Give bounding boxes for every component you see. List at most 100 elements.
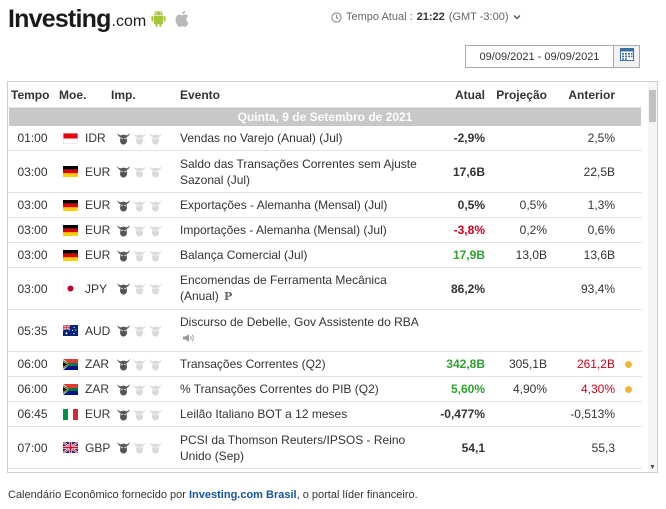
event-time: 03:00 bbox=[17, 198, 48, 212]
event-time: 03:00 bbox=[17, 164, 48, 179]
importance-rating bbox=[111, 383, 176, 396]
bull-icon bbox=[116, 282, 131, 295]
bull-icon bbox=[148, 383, 163, 396]
bull-icon bbox=[148, 441, 163, 454]
australia-flag-icon bbox=[62, 324, 78, 336]
importance-rating bbox=[111, 249, 176, 262]
currency-code: JPY bbox=[85, 281, 108, 296]
alert-dot-icon[interactable] bbox=[624, 385, 632, 393]
previous-value: -0,513% bbox=[570, 407, 615, 421]
alert-dot-icon[interactable] bbox=[624, 360, 632, 368]
footer-link[interactable]: Investing.com Brasil bbox=[189, 489, 297, 501]
col-currency[interactable]: Moe. bbox=[59, 87, 87, 102]
bull-icon bbox=[148, 132, 163, 145]
forecast-value: 13,0B bbox=[515, 248, 547, 262]
currency-code: EUR bbox=[85, 407, 111, 421]
table-row[interactable]: 03:00 EUR Balança Comercial (Jul) 17,9B 13,0… bbox=[8, 243, 642, 268]
event-currency: AUD bbox=[55, 324, 111, 338]
bull-icon bbox=[148, 224, 163, 237]
table-row[interactable]: 03:00 JPY Encomendas de Ferramenta Mecânic… bbox=[8, 268, 642, 310]
event-time: 06:00 bbox=[17, 382, 48, 396]
col-forecast[interactable]: Projeção bbox=[496, 87, 547, 102]
bull-icon bbox=[116, 199, 131, 212]
event-currency: EUR bbox=[55, 165, 111, 179]
bull-icon bbox=[116, 324, 131, 337]
logo-suffix: .com bbox=[111, 13, 147, 30]
table-row[interactable]: 03:00 EUR Saldo das Transações Correntes s… bbox=[8, 151, 642, 193]
event-currency: GBP bbox=[55, 441, 111, 455]
bull-icon bbox=[148, 358, 163, 371]
event-title[interactable]: Encomendas de Ferramenta Mecânica (Anual… bbox=[180, 273, 387, 304]
col-event[interactable]: Evento bbox=[180, 87, 221, 102]
table-header: Tempo Moe. Imp. Evento Atual Projeção An… bbox=[8, 82, 642, 108]
bull-icon bbox=[116, 249, 131, 262]
event-title[interactable]: Importações - Alemanha (Mensal) (Jul) bbox=[180, 223, 387, 237]
currency-code: IDR bbox=[85, 131, 106, 145]
col-importance[interactable]: Imp. bbox=[111, 87, 136, 102]
event-title-cell[interactable]: PCSI da Thomson Reuters/IPSOS - Reino Un… bbox=[176, 432, 424, 464]
event-title[interactable]: % Transações Correntes do PIB (Q2) bbox=[180, 382, 379, 396]
col-previous[interactable]: Anterior bbox=[568, 87, 615, 102]
table-row[interactable]: 06:00 ZAR Transações Correntes (Q2) 342,8B 3… bbox=[8, 352, 642, 377]
event-title[interactable]: Leilão Italiano BOT a 12 meses bbox=[180, 407, 348, 421]
event-currency: JPY bbox=[55, 282, 111, 296]
event-title-cell[interactable]: Saldo das Transações Correntes sem Ajust… bbox=[176, 156, 424, 188]
currency-code: ZAR bbox=[85, 357, 109, 371]
bull-icon bbox=[132, 224, 147, 237]
event-title[interactable]: Exportações - Alemanha (Mensal) (Jul) bbox=[180, 198, 388, 212]
event-title[interactable]: Discurso de Debelle, Gov Assistente do R… bbox=[180, 315, 419, 330]
indonesia-flag-icon bbox=[63, 132, 78, 144]
bull-icon bbox=[116, 358, 131, 371]
col-time[interactable]: Tempo bbox=[11, 87, 50, 102]
event-title[interactable]: PCSI da Thomson Reuters/IPSOS - Reino Un… bbox=[180, 432, 406, 463]
scroll-down-icon[interactable]: ▼ bbox=[649, 464, 656, 471]
chevron-down-icon[interactable] bbox=[513, 14, 521, 20]
col-actual[interactable]: Atual bbox=[455, 87, 485, 102]
table-row[interactable]: 06:00 ZAR % Transações Correntes do PIB (Q… bbox=[8, 377, 642, 402]
event-title-cell[interactable]: Vendas no Varejo (Anual) (Jul) bbox=[176, 130, 424, 146]
bull-icon bbox=[132, 249, 147, 262]
event-time: 03:00 bbox=[17, 248, 48, 262]
event-title-cell[interactable]: Transações Correntes (Q2) bbox=[176, 356, 424, 372]
speaker-icon bbox=[182, 331, 196, 347]
table-row[interactable]: 05:35 AUD Discurso de Debelle, Gov Assiste… bbox=[8, 310, 642, 352]
event-title[interactable]: Balança Comercial (Jul) bbox=[180, 248, 308, 262]
current-time[interactable]: Tempo Atual : 21:22 (GMT -3:00) bbox=[331, 11, 521, 23]
event-title[interactable]: Saldo das Transações Correntes sem Ajust… bbox=[180, 156, 417, 187]
event-title-cell[interactable]: Leilão Italiano BOT a 12 meses bbox=[176, 406, 424, 422]
event-title[interactable]: Transações Correntes (Q2) bbox=[180, 357, 326, 371]
date-range-input[interactable]: 09/09/2021 - 09/09/2021 bbox=[465, 45, 614, 68]
table-row[interactable]: 06:45 EUR Leilão Italiano BOT a 12 meses -0… bbox=[8, 402, 642, 427]
event-time: 07:00 bbox=[17, 440, 48, 455]
android-icon[interactable] bbox=[151, 10, 166, 32]
south-africa-flag-icon bbox=[63, 358, 78, 370]
scroll-thumb[interactable] bbox=[649, 90, 656, 122]
event-title-cell[interactable]: Encomendas de Ferramenta Mecânica (Anual… bbox=[176, 272, 424, 305]
table-row[interactable]: 03:00 EUR Exportações - Alemanha (Mensal) … bbox=[8, 193, 642, 218]
importance-rating bbox=[111, 324, 176, 337]
calendar-button[interactable] bbox=[613, 45, 640, 68]
table-row[interactable]: 07:00 GBP PCSI da Thomson Reuters/IPSOS - … bbox=[8, 427, 642, 469]
bull-icon bbox=[132, 408, 147, 421]
actual-value: 0,5% bbox=[457, 198, 485, 212]
table-row[interactable]: 03:00 EUR Importações - Alemanha (Mensal) … bbox=[8, 218, 642, 243]
event-title-cell[interactable]: % Transações Correntes do PIB (Q2) bbox=[176, 381, 424, 397]
alert-cell bbox=[615, 360, 641, 368]
event-title-cell[interactable]: Importações - Alemanha (Mensal) (Jul) bbox=[176, 222, 424, 238]
time-label: Tempo Atual : bbox=[346, 11, 413, 23]
table-row[interactable]: 01:00 IDR Vendas no Varejo (Anual) (Jul) -2… bbox=[8, 126, 642, 151]
event-time: 01:00 bbox=[17, 131, 48, 145]
apple-icon[interactable] bbox=[175, 10, 189, 32]
bull-icon bbox=[132, 324, 147, 337]
event-title[interactable]: Vendas no Varejo (Anual) (Jul) bbox=[180, 131, 343, 145]
previous-value: 13,6B bbox=[583, 248, 615, 262]
event-time: 03:00 bbox=[17, 223, 48, 237]
event-title-cell[interactable]: Balança Comercial (Jul) bbox=[176, 247, 424, 263]
investing-logo[interactable]: Investing .com bbox=[8, 4, 146, 34]
event-currency: EUR bbox=[55, 407, 111, 421]
event-title-cell[interactable]: Discurso de Debelle, Gov Assistente do R… bbox=[176, 314, 424, 347]
scrollbar[interactable]: ▼ bbox=[648, 82, 657, 472]
currency-code: EUR bbox=[85, 223, 111, 237]
event-title-cell[interactable]: Exportações - Alemanha (Mensal) (Jul) bbox=[176, 197, 424, 213]
currency-code: EUR bbox=[85, 248, 111, 262]
